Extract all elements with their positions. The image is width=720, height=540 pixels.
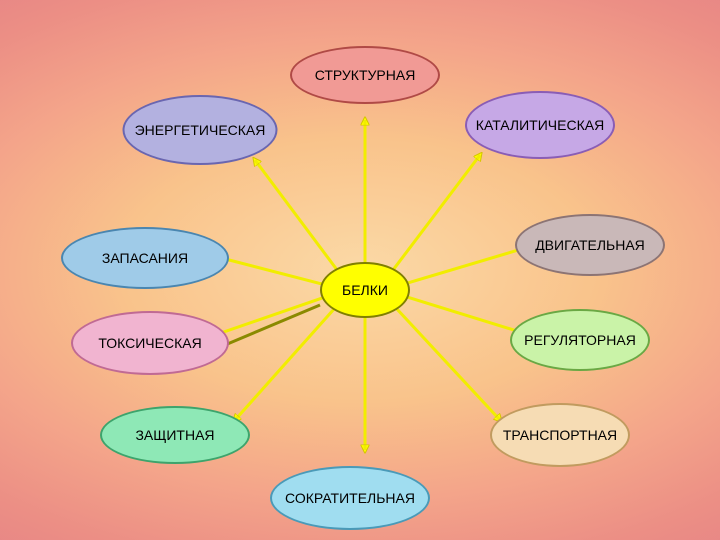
node-structural: СТРУКТУРНАЯ: [290, 46, 440, 104]
node-catalytic: КАТАЛИТИЧЕСКАЯ: [465, 91, 615, 159]
node-label-regulatory: РЕГУЛЯТОРНАЯ: [524, 332, 636, 349]
node-label-energy: ЭНЕРГЕТИЧЕСКАЯ: [135, 122, 266, 139]
node-label-motor: ДВИГАТЕЛЬНАЯ: [535, 237, 645, 254]
node-transport: ТРАНСПОРТНАЯ: [490, 403, 630, 467]
node-toxic: ТОКСИЧЕСКАЯ: [71, 311, 229, 375]
node-protective: ЗАЩИТНАЯ: [100, 406, 250, 464]
node-regulatory: РЕГУЛЯТОРНАЯ: [510, 309, 650, 371]
node-label-contractile: СОКРАТИТЕЛЬНАЯ: [285, 490, 415, 507]
node-label-protective: ЗАЩИТНАЯ: [135, 427, 214, 444]
node-label-toxic: ТОКСИЧЕСКАЯ: [98, 335, 201, 352]
node-energy: ЭНЕРГЕТИЧЕСКАЯ: [123, 95, 278, 165]
node-label-structural: СТРУКТУРНАЯ: [315, 67, 416, 84]
node-storage: ЗАПАСАНИЯ: [61, 227, 229, 289]
center-node: БЕЛКИ: [320, 262, 410, 318]
node-motor: ДВИГАТЕЛЬНАЯ: [515, 214, 665, 276]
diagram-canvas: БЕЛКИ СТРУКТУРНАЯ КАТАЛИТИЧЕСКАЯ ДВИГАТЕЛЬ…: [0, 0, 720, 540]
node-contractile: СОКРАТИТЕЛЬНАЯ: [270, 466, 430, 530]
node-label-storage: ЗАПАСАНИЯ: [102, 250, 188, 267]
center-label: БЕЛКИ: [342, 282, 388, 298]
node-label-transport: ТРАНСПОРТНАЯ: [503, 427, 617, 444]
node-label-catalytic: КАТАЛИТИЧЕСКАЯ: [476, 117, 604, 134]
